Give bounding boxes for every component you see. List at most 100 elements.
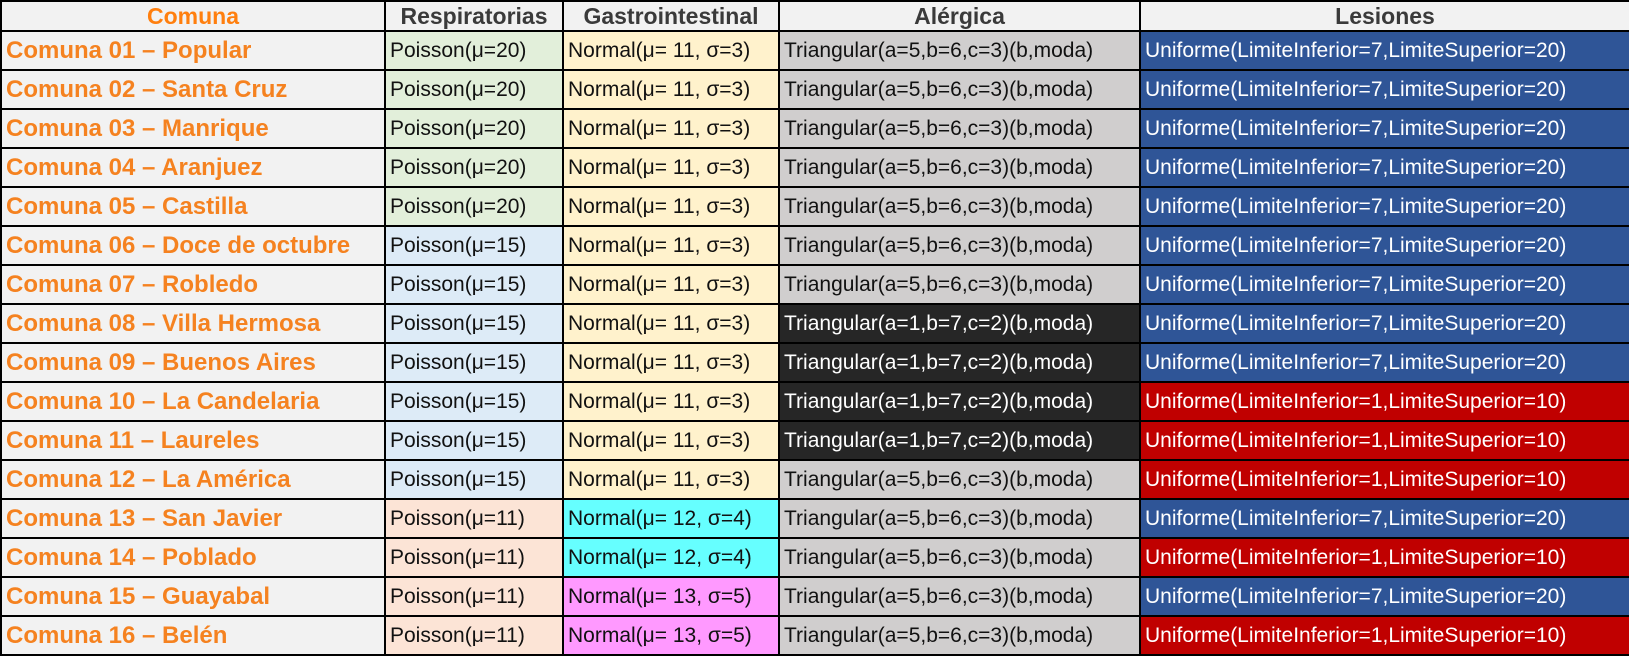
cell-gastrointestinal: Normal(μ= 12, σ=4) (562, 537, 780, 578)
table-row: Comuna 13 – San Javier Poisson(μ=11) Norma… (0, 498, 1629, 539)
cell-lesiones: Uniforme(LimiteInferior=1,LimiteSuperior… (1139, 615, 1629, 656)
table-row: Comuna 14 – Poblado Poisson(μ=11) Normal(μ… (0, 537, 1629, 578)
cell-gastrointestinal: Normal(μ= 11, σ=3) (562, 342, 780, 383)
table-row: Comuna 16 – Belén Poisson(μ=11) Normal(μ= … (0, 615, 1629, 656)
cell-lesiones: Uniforme(LimiteInferior=7,LimiteSuperior… (1139, 147, 1629, 188)
cell-respiratorias: Poisson(μ=20) (384, 186, 564, 227)
cell-comuna: Comuna 11 – Laureles (0, 420, 386, 461)
table-row: Comuna 03 – Manrique Poisson(μ=20) Normal(… (0, 108, 1629, 149)
cell-comuna: Comuna 02 – Santa Cruz (0, 69, 386, 110)
cell-comuna: Comuna 12 – La América (0, 459, 386, 500)
table-row: Comuna 04 – Aranjuez Poisson(μ=20) Normal(… (0, 147, 1629, 188)
cell-alergica: Triangular(a=5,b=6,c=3)(b,moda) (778, 576, 1141, 617)
cell-lesiones: Uniforme(LimiteInferior=7,LimiteSuperior… (1139, 30, 1629, 71)
cell-respiratorias: Poisson(μ=15) (384, 342, 564, 383)
cell-gastrointestinal: Normal(μ= 11, σ=3) (562, 264, 780, 305)
cell-gastrointestinal: Normal(μ= 11, σ=3) (562, 225, 780, 266)
cell-comuna: Comuna 07 – Robledo (0, 264, 386, 305)
table-row: Comuna 11 – Laureles Poisson(μ=15) Normal(… (0, 420, 1629, 461)
cell-alergica: Triangular(a=5,b=6,c=3)(b,moda) (778, 264, 1141, 305)
table-row: Comuna 02 – Santa Cruz Poisson(μ=20) Norma… (0, 69, 1629, 110)
table-row: Comuna 01 – Popular Poisson(μ=20) Normal(μ… (0, 30, 1629, 71)
cell-gastrointestinal: Normal(μ= 11, σ=3) (562, 147, 780, 188)
cell-lesiones: Uniforme(LimiteInferior=7,LimiteSuperior… (1139, 498, 1629, 539)
cell-gastrointestinal: Normal(μ= 11, σ=3) (562, 69, 780, 110)
cell-comuna: Comuna 15 – Guayabal (0, 576, 386, 617)
cell-alergica: Triangular(a=5,b=6,c=3)(b,moda) (778, 69, 1141, 110)
table-row: Comuna 08 – Villa Hermosa Poisson(μ=15) No… (0, 303, 1629, 344)
cell-gastrointestinal: Normal(μ= 11, σ=3) (562, 303, 780, 344)
cell-alergica: Triangular(a=5,b=6,c=3)(b,moda) (778, 225, 1141, 266)
cell-comuna: Comuna 13 – San Javier (0, 498, 386, 539)
header-lesiones: Lesiones (1139, 0, 1629, 32)
cell-lesiones: Uniforme(LimiteInferior=7,LimiteSuperior… (1139, 225, 1629, 266)
cell-respiratorias: Poisson(μ=20) (384, 69, 564, 110)
cell-comuna: Comuna 09 – Buenos Aires (0, 342, 386, 383)
cell-respiratorias: Poisson(μ=15) (384, 420, 564, 461)
cell-alergica: Triangular(a=1,b=7,c=2)(b,moda) (778, 381, 1141, 422)
cell-gastrointestinal: Normal(μ= 13, σ=5) (562, 576, 780, 617)
cell-respiratorias: Poisson(μ=20) (384, 30, 564, 71)
header-gastrointestinal: Gastrointestinal (562, 0, 780, 32)
cell-lesiones: Uniforme(LimiteInferior=7,LimiteSuperior… (1139, 264, 1629, 305)
cell-alergica: Triangular(a=5,b=6,c=3)(b,moda) (778, 186, 1141, 227)
cell-alergica: Triangular(a=5,b=6,c=3)(b,moda) (778, 147, 1141, 188)
table-row: Comuna 15 – Guayabal Poisson(μ=11) Normal(… (0, 576, 1629, 617)
cell-comuna: Comuna 05 – Castilla (0, 186, 386, 227)
cell-lesiones: Uniforme(LimiteInferior=7,LimiteSuperior… (1139, 342, 1629, 383)
header-row: Comuna Respiratorias Gastrointestinal Al… (0, 0, 1629, 32)
cell-respiratorias: Poisson(μ=11) (384, 576, 564, 617)
cell-comuna: Comuna 16 – Belén (0, 615, 386, 656)
cell-lesiones: Uniforme(LimiteInferior=7,LimiteSuperior… (1139, 576, 1629, 617)
cell-comuna: Comuna 01 – Popular (0, 30, 386, 71)
cell-alergica: Triangular(a=1,b=7,c=2)(b,moda) (778, 342, 1141, 383)
cell-gastrointestinal: Normal(μ= 11, σ=3) (562, 108, 780, 149)
cell-gastrointestinal: Normal(μ= 11, σ=3) (562, 186, 780, 227)
cell-respiratorias: Poisson(μ=11) (384, 498, 564, 539)
cell-gastrointestinal: Normal(μ= 12, σ=4) (562, 498, 780, 539)
cell-alergica: Triangular(a=1,b=7,c=2)(b,moda) (778, 420, 1141, 461)
cell-alergica: Triangular(a=5,b=6,c=3)(b,moda) (778, 537, 1141, 578)
table-row: Comuna 09 – Buenos Aires Poisson(μ=15) Nor… (0, 342, 1629, 383)
cell-respiratorias: Poisson(μ=11) (384, 615, 564, 656)
cell-lesiones: Uniforme(LimiteInferior=7,LimiteSuperior… (1139, 186, 1629, 227)
cell-comuna: Comuna 06 – Doce de octubre (0, 225, 386, 266)
table-row: Comuna 06 – Doce de octubre Poisson(μ=15)… (0, 225, 1629, 266)
cell-gastrointestinal: Normal(μ= 11, σ=3) (562, 420, 780, 461)
cell-respiratorias: Poisson(μ=15) (384, 459, 564, 500)
table-row: Comuna 10 – La Candelaria Poisson(μ=15) No… (0, 381, 1629, 422)
cell-alergica: Triangular(a=1,b=7,c=2)(b,moda) (778, 303, 1141, 344)
header-comuna: Comuna (0, 0, 386, 32)
cell-alergica: Triangular(a=5,b=6,c=3)(b,moda) (778, 459, 1141, 500)
cell-comuna: Comuna 03 – Manrique (0, 108, 386, 149)
header-respiratorias: Respiratorias (384, 0, 564, 32)
cell-lesiones: Uniforme(LimiteInferior=7,LimiteSuperior… (1139, 69, 1629, 110)
cell-lesiones: Uniforme(LimiteInferior=1,LimiteSuperior… (1139, 420, 1629, 461)
cell-comuna: Comuna 04 – Aranjuez (0, 147, 386, 188)
cell-alergica: Triangular(a=5,b=6,c=3)(b,moda) (778, 108, 1141, 149)
cell-gastrointestinal: Normal(μ= 13, σ=5) (562, 615, 780, 656)
header-alergica: Alérgica (778, 0, 1141, 32)
cell-respiratorias: Poisson(μ=15) (384, 303, 564, 344)
cell-comuna: Comuna 14 – Poblado (0, 537, 386, 578)
cell-respiratorias: Poisson(μ=15) (384, 225, 564, 266)
cell-lesiones: Uniforme(LimiteInferior=1,LimiteSuperior… (1139, 459, 1629, 500)
table-row: Comuna 07 – Robledo Poisson(μ=15) Normal(μ… (0, 264, 1629, 305)
cell-respiratorias: Poisson(μ=15) (384, 264, 564, 305)
cell-respiratorias: Poisson(μ=20) (384, 108, 564, 149)
cell-comuna: Comuna 10 – La Candelaria (0, 381, 386, 422)
cell-respiratorias: Poisson(μ=11) (384, 537, 564, 578)
table-row: Comuna 12 – La América Poisson(μ=15) Norma… (0, 459, 1629, 500)
cell-respiratorias: Poisson(μ=20) (384, 147, 564, 188)
cell-alergica: Triangular(a=5,b=6,c=3)(b,moda) (778, 615, 1141, 656)
cell-respiratorias: Poisson(μ=15) (384, 381, 564, 422)
cell-alergica: Triangular(a=5,b=6,c=3)(b,moda) (778, 30, 1141, 71)
cell-lesiones: Uniforme(LimiteInferior=7,LimiteSuperior… (1139, 108, 1629, 149)
cell-lesiones: Uniforme(LimiteInferior=7,LimiteSuperior… (1139, 303, 1629, 344)
cell-gastrointestinal: Normal(μ= 11, σ=3) (562, 381, 780, 422)
cell-comuna: Comuna 08 – Villa Hermosa (0, 303, 386, 344)
cell-gastrointestinal: Normal(μ= 11, σ=3) (562, 459, 780, 500)
cell-gastrointestinal: Normal(μ= 11, σ=3) (562, 30, 780, 71)
table-row: Comuna 05 – Castilla Poisson(μ=20) Normal(… (0, 186, 1629, 227)
